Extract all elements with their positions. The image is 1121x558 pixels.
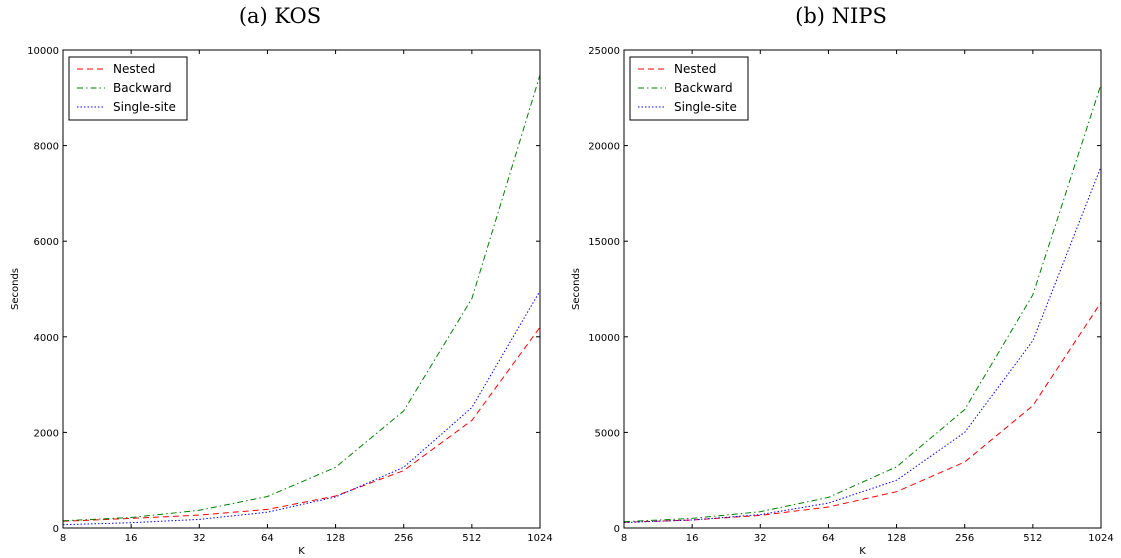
x-axis-label: K — [859, 546, 866, 557]
y-tick-label: 5000 — [595, 428, 620, 439]
chart-title: (b) NIPS — [795, 4, 887, 28]
plot-frame — [62, 49, 541, 529]
x-tick-label: 16 — [686, 533, 699, 544]
x-tick-label: 512 — [462, 533, 481, 544]
plot-frame — [623, 49, 1102, 529]
y-tick-label: 0 — [614, 524, 620, 535]
y-tick-label: 0 — [53, 524, 59, 535]
y-tick-label: 10000 — [588, 333, 620, 344]
x-tick-label: 128 — [326, 533, 345, 544]
y-axis-label: Seconds — [571, 268, 582, 310]
x-tick-label: 256 — [955, 533, 974, 544]
series-line-single-site — [62, 290, 541, 526]
y-axis-label: Seconds — [10, 268, 21, 310]
x-tick-label: 64 — [261, 533, 274, 544]
x-tick-label: 128 — [887, 533, 906, 544]
y-tick-label: 4000 — [34, 333, 59, 344]
y-tick-label: 2000 — [34, 428, 59, 439]
series-line-nested — [62, 326, 541, 522]
legend-box — [68, 56, 188, 121]
chart-kos: 8 16 32 64 128 256 512 1024 0 2000 4000 6000 8000 100… — [10, 46, 553, 557]
chart-panel-nips: (b) NIPS 8 16 32 64 128 256 512 1024 0 5000 10000 1… — [561, 0, 1121, 558]
series-line-backward — [62, 74, 541, 522]
series-line-single-site — [623, 166, 1102, 523]
chart-title: (a) KOS — [238, 4, 322, 28]
y-tick-label: 10000 — [27, 46, 59, 57]
legend-label: Nested — [113, 62, 155, 76]
x-axis-label: K — [298, 546, 305, 557]
legend-label: Nested — [674, 62, 716, 76]
x-tick-label: 256 — [394, 533, 413, 544]
x-tick-label: 8 — [60, 533, 66, 544]
x-tick-label: 8 — [621, 533, 627, 544]
x-tick-label: 32 — [193, 533, 206, 544]
x-tick-label: 16 — [125, 533, 138, 544]
x-tick-label: 512 — [1023, 533, 1042, 544]
legend-box — [629, 56, 749, 121]
y-tick-label: 15000 — [588, 237, 620, 248]
series-line-backward — [623, 84, 1102, 523]
y-tick-label: 8000 — [34, 142, 59, 153]
legend-label: Backward — [113, 81, 172, 95]
legend-label: Single-site — [674, 100, 737, 114]
x-tick-label: 32 — [754, 533, 767, 544]
y-tick-label: 20000 — [588, 142, 620, 153]
x-tick-label: 1024 — [1088, 533, 1113, 544]
y-tick-label: 25000 — [588, 46, 620, 57]
legend-label: Backward — [674, 81, 733, 95]
series-line-nested — [623, 302, 1102, 523]
chart-panel-kos: (a) KOS 8 16 32 64 128 256 512 1024 0 2000 4000 600… — [0, 0, 560, 558]
y-tick-label: 6000 — [34, 237, 59, 248]
x-tick-label: 1024 — [527, 533, 552, 544]
legend-label: Single-site — [113, 100, 176, 114]
x-tick-label: 64 — [822, 533, 835, 544]
chart-nips: 8 16 32 64 128 256 512 1024 0 5000 10000 15000 20000… — [571, 46, 1114, 557]
